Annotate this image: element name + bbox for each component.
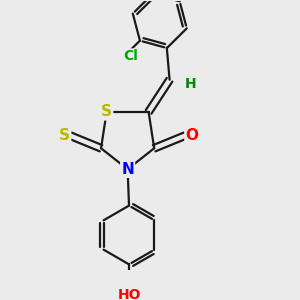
Text: H: H: [185, 77, 197, 91]
Text: HO: HO: [117, 288, 141, 300]
Text: O: O: [185, 128, 199, 143]
Text: S: S: [59, 128, 70, 143]
Text: S: S: [101, 104, 112, 119]
Text: Cl: Cl: [124, 50, 139, 63]
Text: N: N: [121, 162, 134, 177]
